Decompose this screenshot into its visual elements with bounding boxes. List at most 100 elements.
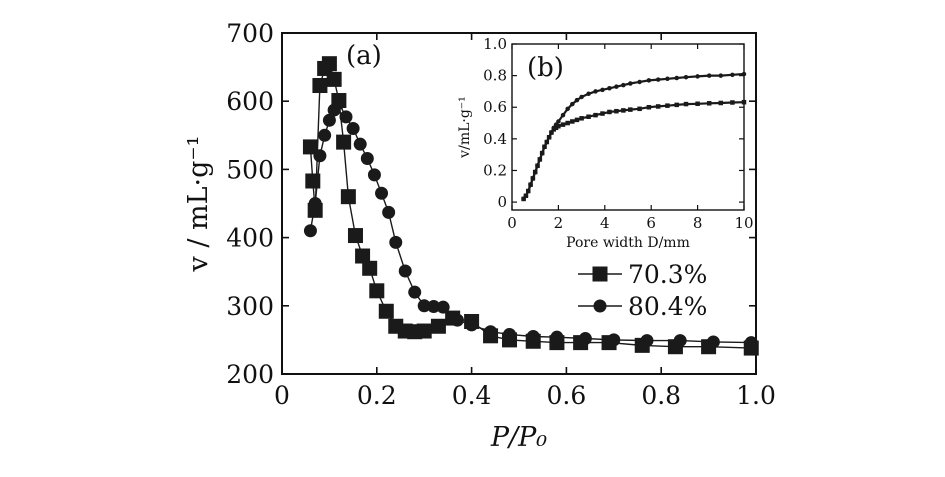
inset-data-point (646, 78, 652, 83)
main-data-point (673, 334, 687, 348)
main-data-point (484, 325, 498, 339)
inset-data-point (614, 108, 619, 114)
main-data-point (322, 113, 336, 127)
inset-data-point (546, 135, 552, 140)
inset-y-tick-label: 0.2 (483, 161, 507, 179)
inset-data-point (665, 76, 670, 82)
inset-data-point (556, 123, 561, 129)
inset-y-tick-label: 0.6 (483, 98, 507, 116)
inset-data-point (579, 116, 584, 121)
main-data-point (550, 330, 564, 344)
main-data-point (382, 205, 396, 219)
main-x-tick-label: 1.0 (736, 381, 776, 410)
main-data-point (416, 323, 432, 339)
inset-data-point (695, 101, 700, 107)
main-y-tick-label: 600 (226, 87, 274, 116)
inset-x-tick-label: 4 (600, 214, 610, 232)
main-data-point (321, 56, 337, 72)
inset-data-point (525, 188, 531, 194)
inset-data-point (542, 144, 547, 150)
main-x-tick-label: 0.2 (357, 381, 397, 410)
inset-y-tick-label: 0.4 (483, 130, 507, 148)
inset-data-point (560, 112, 566, 118)
main-data-point (362, 260, 378, 276)
inset-plot-frame (511, 43, 745, 211)
inset-data-point (614, 84, 619, 89)
main-data-point (302, 139, 318, 155)
main-data-point (360, 151, 374, 165)
inset-data-point (521, 196, 526, 202)
main-data-point (332, 96, 346, 110)
inset-data-point (607, 86, 612, 91)
main-data-point (706, 335, 720, 349)
main-data-point (367, 168, 381, 182)
main-y-tick-label: 500 (226, 155, 274, 184)
main-y-tick-label: 700 (226, 19, 274, 48)
main-data-point (450, 313, 464, 327)
inset-data-point (553, 125, 559, 131)
main-x-axis-title: P/P₀ (490, 422, 547, 453)
main-data-point (326, 71, 342, 87)
inset-data-point (551, 125, 557, 131)
inset-data-point (600, 87, 605, 93)
inset-data-point (621, 82, 626, 88)
inset-data-point (674, 102, 679, 108)
main-data-point (347, 228, 363, 244)
main-data-point (417, 299, 431, 313)
inset-data-point (718, 73, 724, 78)
inset-x-tick-label: 0 (507, 214, 517, 232)
main-data-point (312, 78, 328, 94)
inset-data-point (683, 74, 689, 80)
main-data-point (744, 336, 758, 350)
inset-data-point (553, 122, 559, 127)
inset-y-tick-label: 0.8 (483, 67, 507, 85)
main-data-point (378, 303, 394, 319)
main-x-tick-label: 0.8 (641, 381, 681, 410)
main-data-point (389, 235, 403, 249)
inset-data-point (565, 106, 570, 112)
inset-x-tick-label: 8 (693, 214, 703, 232)
inset-data-point (706, 101, 712, 106)
inset-data-point (646, 104, 652, 110)
inset-data-point (607, 109, 612, 115)
inset-data-point (528, 182, 533, 187)
inset-data-point (655, 104, 661, 109)
inset-data-point (695, 74, 700, 79)
inset-x-tick-label: 6 (646, 214, 656, 232)
inset-x-tick-label: 2 (554, 214, 564, 232)
legend-label-2: 80.4% (628, 292, 707, 321)
main-panel-label: (a) (346, 41, 382, 71)
inset-data-point (539, 150, 545, 156)
inset-data-point (741, 99, 747, 105)
inset-data-point (628, 107, 633, 112)
inset-data-point (741, 71, 747, 77)
main-data-point (375, 186, 389, 200)
main-x-tick-label: 0 (274, 381, 290, 410)
inset-data-point (549, 130, 554, 135)
inset-data-point (544, 139, 550, 145)
inset-data-point (570, 119, 575, 124)
legend-label-1: 70.3% (628, 260, 707, 289)
main-data-point (318, 128, 332, 142)
inset-x-axis-title: Pore width D/mm (566, 235, 690, 251)
inset-data-point (593, 89, 598, 94)
inset-data-point (570, 101, 575, 107)
inset-background (510, 42, 746, 212)
main-data-point (430, 318, 446, 334)
main-data-point (303, 224, 317, 238)
main-data-point (355, 248, 371, 264)
inset-data-point (730, 72, 735, 78)
legend-marker-2 (593, 299, 607, 313)
main-data-point (308, 197, 322, 210)
inset-y-tick-label: 0 (497, 193, 507, 211)
inset-data-point (593, 112, 598, 118)
main-y-tick-label: 200 (226, 360, 274, 389)
inset-data-point (718, 100, 724, 106)
main-data-point (436, 300, 450, 314)
main-data-point (607, 333, 621, 347)
inset-data-point (628, 81, 633, 86)
inset-data-point (674, 75, 679, 81)
main-data-point (465, 318, 479, 332)
